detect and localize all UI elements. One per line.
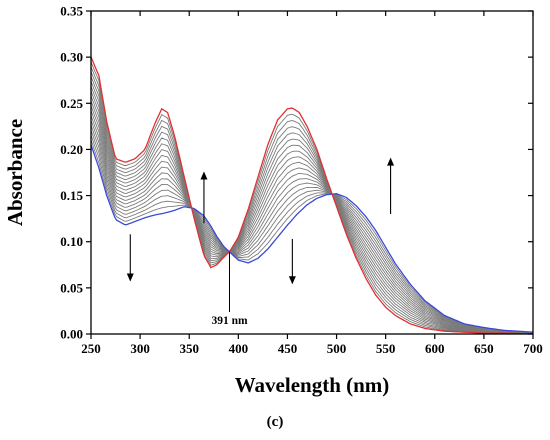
trend-arrows <box>126 157 395 285</box>
x-tick-label: 350 <box>179 341 199 356</box>
intermediate-spectrum-line <box>90 86 534 334</box>
intermediate-spectrum-line <box>90 81 534 334</box>
y-tick-label: 0.20 <box>60 142 83 157</box>
y-tick-labels: 0.00 0.05 0.10 0.15 0.20 0.25 0.30 0.35 <box>60 4 83 342</box>
intermediate-spectrum-line <box>90 125 534 334</box>
intermediate-spectrum-line <box>90 115 534 334</box>
annotations: 391 nm <box>211 251 248 327</box>
intermediate-spectrum-line <box>90 139 534 333</box>
intermediate-spectrum-line <box>90 110 534 334</box>
x-tick-label: 550 <box>376 341 396 356</box>
x-tick-label: 450 <box>278 341 298 356</box>
y-tick-label: 0.30 <box>60 50 83 65</box>
x-tick-label: 500 <box>327 341 347 356</box>
x-tick-labels: 250 300 350 400 450 500 550 600 650 700 <box>81 341 543 356</box>
intermediate-spectrum-line <box>90 91 534 334</box>
plot-frame <box>90 10 534 335</box>
intermediate-spectrum-line <box>90 120 534 334</box>
y-tick-label: 0.10 <box>60 234 83 249</box>
y-tick-label: 0.05 <box>60 280 83 295</box>
y-tick-label: 0.15 <box>60 188 83 203</box>
x-axis-title: Wavelength (nm) <box>235 373 390 397</box>
trend-arrow-head <box>200 171 208 180</box>
x-tick-label: 650 <box>474 341 494 356</box>
x-tick-label: 400 <box>229 341 249 356</box>
y-tick-label: 0.25 <box>60 96 83 111</box>
y-tick-label: 0.35 <box>60 4 83 19</box>
trend-arrow-head <box>387 157 395 166</box>
intermediate-spectrum-line <box>90 134 534 333</box>
x-tick-label: 600 <box>425 341 445 356</box>
intermediate-spectrum-line <box>90 76 534 335</box>
x-tick-label: 300 <box>130 341 150 356</box>
y-tick-label: 0.00 <box>60 327 83 342</box>
spectral-curves <box>90 56 534 335</box>
annotation-label: 391 nm <box>211 315 248 327</box>
x-tick-label: 250 <box>81 341 101 356</box>
intermediate-spectrum-line <box>90 95 534 334</box>
intermediate-spectrum-line <box>90 71 534 335</box>
intermediate-spectrum-line <box>90 105 534 334</box>
intermediate-spectrum-line <box>90 66 534 335</box>
y-axis-title: Absorbance <box>3 119 27 226</box>
panel-label: (c) <box>266 414 284 430</box>
x-tick-label: 700 <box>523 341 543 356</box>
intermediate-spectrum-line <box>90 100 534 334</box>
final-spectrum-line <box>90 144 534 333</box>
intermediate-spectrum-line <box>90 130 534 333</box>
initial-spectrum-line <box>90 56 534 335</box>
trend-arrow-head <box>126 273 134 282</box>
axis-ticks <box>86 10 534 339</box>
trend-arrow-head <box>288 276 296 285</box>
